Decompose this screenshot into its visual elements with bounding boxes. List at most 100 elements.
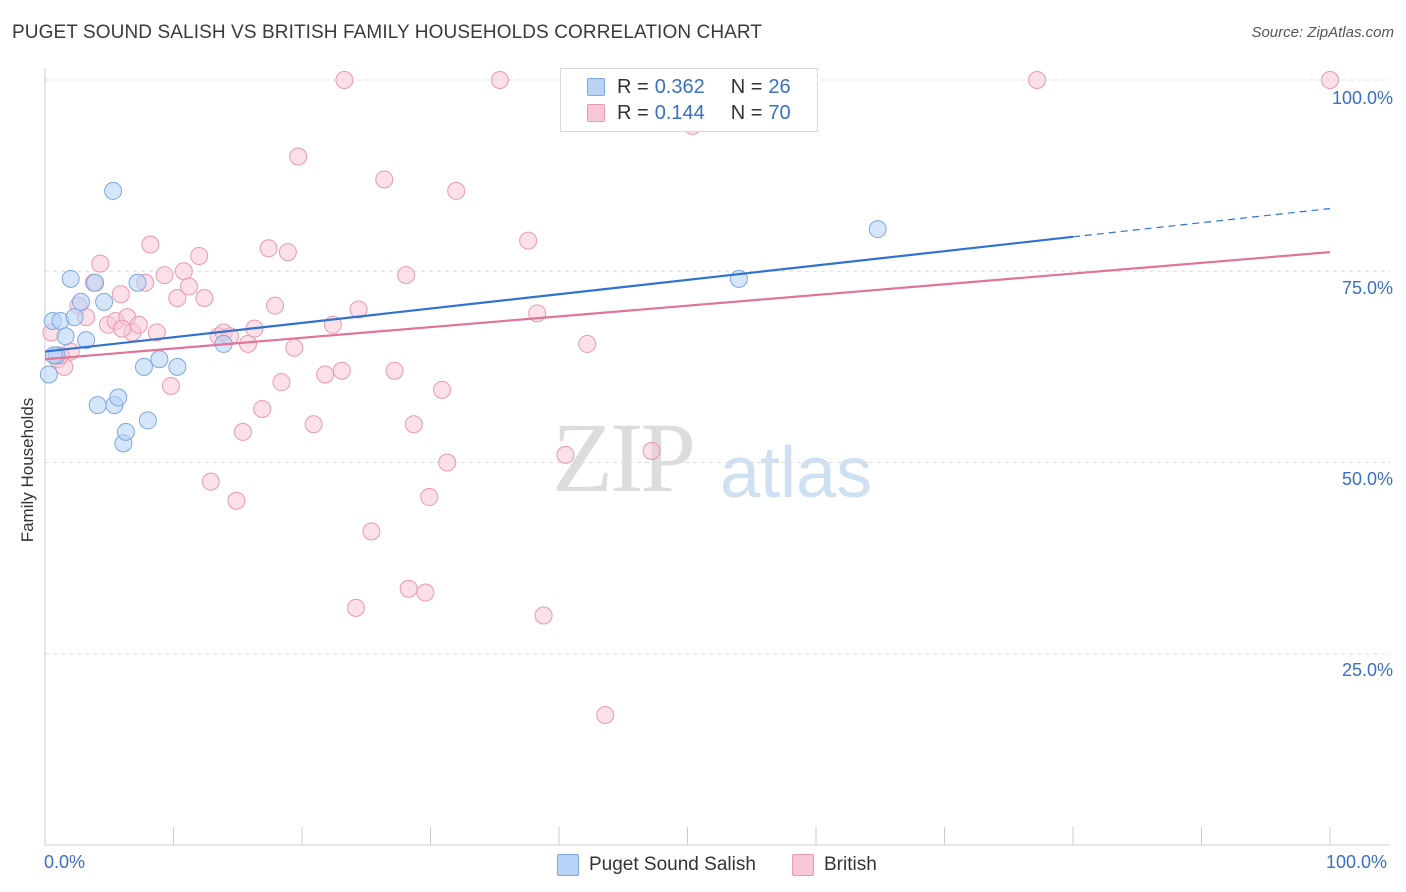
watermark-zip: ZIP [552,402,696,513]
british-point [433,380,452,399]
r-value-salish: 0.362 [654,75,705,98]
british-point [332,361,351,380]
source-label: Source: ZipAtlas.com [1251,24,1394,41]
british-point [375,170,394,189]
salish-trend-extension [1072,207,1331,238]
british-point [161,377,180,395]
british-point [272,373,291,392]
n-value-british: 70 [768,101,791,124]
n-label: N = [730,75,763,98]
british-point [397,266,416,285]
british-point [519,231,538,250]
british-point [195,289,214,308]
y-tick-50: 50.0% [1341,469,1393,489]
bottom-legend-british: British [792,852,877,878]
salish-point [868,220,887,239]
salish-point [39,365,58,384]
bottom-legend-salish: Puget Sound Salish [557,852,756,878]
salish-point [77,331,96,350]
x-tick-100: 100.0% [1326,852,1388,872]
british-trend-line [44,251,1331,361]
british-point [278,243,297,262]
blue-swatch [587,78,605,96]
y-axis-label: Family Households [18,397,37,543]
british-point [490,71,509,89]
salish-point [134,357,153,376]
british-point [404,415,423,434]
r-label: R = [617,75,649,98]
pink-swatch [587,104,605,122]
legend-label-british: British [824,854,877,875]
n-value-salish: 26 [768,75,791,98]
british-point [316,365,335,384]
salish-point [168,357,187,376]
british-point [233,422,252,441]
british-point [416,583,435,602]
british-point [285,338,304,357]
salish-point [116,422,135,441]
salish-point [95,292,114,311]
y-tick-75: 75.0% [1341,278,1393,298]
y-tick-25: 25.0% [1341,660,1393,680]
salish-point [86,273,105,292]
watermark-atlas: atlas [720,433,873,513]
british-point [438,453,457,472]
y-tick-100: 100.0% [1331,88,1393,108]
salish-trend-line [44,235,1074,353]
british-point [227,491,246,510]
salish-point [128,273,147,292]
british-point [385,361,404,380]
british-point [399,579,418,598]
british-point [201,472,220,491]
salish-point [65,308,84,327]
british-point [1321,71,1339,89]
salish-point [61,269,80,288]
blue-swatch [557,854,579,876]
salish-point [109,388,128,407]
british-point [596,705,615,724]
british-point [335,71,354,89]
british-point [174,262,193,281]
british-point [362,522,381,541]
r-label: R = [617,101,649,124]
salish-point [138,411,157,430]
correlation-legend: R = 0.362 N = 26 R = 0.144 N = 70 [560,68,818,132]
british-point [179,277,198,296]
british-point [141,235,160,254]
british-point [578,334,597,353]
british-point [129,315,148,334]
british-point [642,442,661,461]
british-point [289,147,308,166]
legend-row-salish: R = 0.362 N = 26 [587,75,791,99]
british-point [111,285,130,304]
salish-point [150,350,169,369]
british-point [420,487,439,506]
salish-point [104,181,123,200]
salish-point [71,292,90,311]
british-point [168,289,187,308]
british-point [447,181,466,200]
british-point [304,415,323,434]
british-point [239,334,258,353]
pink-swatch [792,854,814,876]
british-point [91,254,110,273]
legend-row-british: R = 0.144 N = 70 [587,101,791,125]
british-point [253,399,272,418]
n-label: N = [730,101,763,124]
british-point [534,606,553,625]
british-point [346,598,365,617]
salish-point [56,327,75,346]
chart-title: PUGET SOUND SALISH VS BRITISH FAMILY HOU… [12,22,763,43]
x-tick-0: 0.0% [44,852,86,872]
british-point [147,323,166,342]
british-point [113,319,132,338]
legend-label-salish: Puget Sound Salish [589,854,756,875]
r-value-british: 0.144 [654,101,705,124]
y-axis-label-wrap: Family Households [16,300,40,640]
british-point [266,296,285,315]
british-point [190,246,209,265]
british-point [259,239,278,258]
british-point [155,266,174,285]
salish-point [88,396,107,415]
